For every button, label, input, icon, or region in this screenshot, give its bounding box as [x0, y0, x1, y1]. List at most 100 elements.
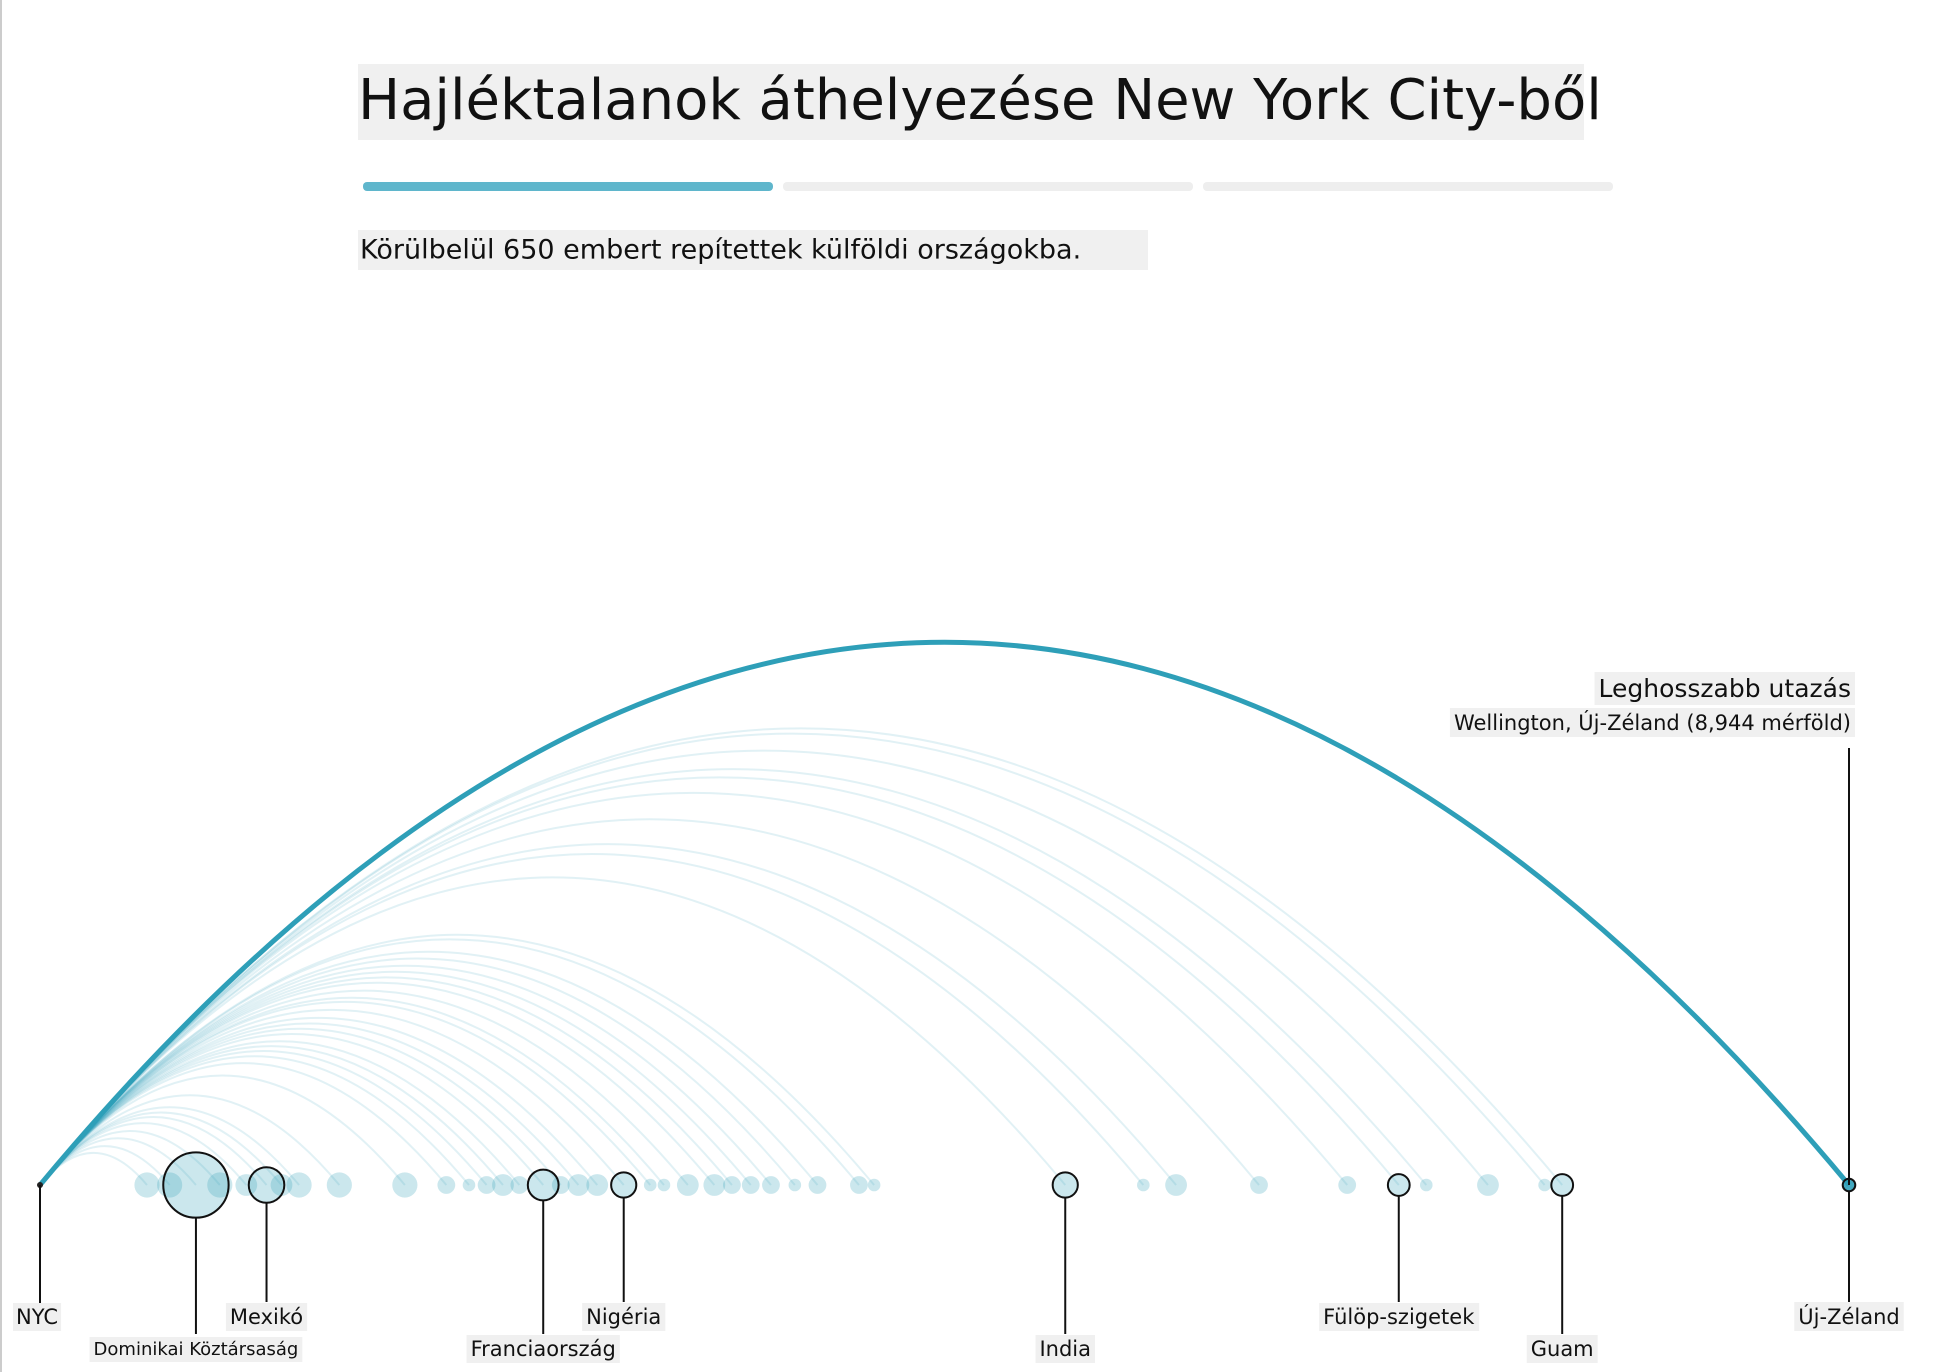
trip-arc: [39, 1040, 521, 1186]
destination-dot: [788, 1178, 802, 1192]
subtitle-background: [358, 230, 1148, 270]
trip-arc: [39, 1027, 562, 1186]
destination-dot: [1052, 1172, 1078, 1198]
destination-dot: [567, 1174, 590, 1196]
destination-dot: [286, 1172, 312, 1198]
destination-label: India: [1039, 1337, 1091, 1361]
highlight-ring: [526, 1168, 560, 1202]
origin-label: NYC: [16, 1305, 58, 1329]
annotation-title: Leghosszabb utazás: [1599, 674, 1852, 703]
trip-arc: [39, 976, 733, 1186]
destination-dot: [643, 1178, 657, 1192]
destination-dot: [248, 1167, 285, 1203]
destination-dot: [477, 1176, 496, 1194]
destination-dot: [1137, 1178, 1150, 1192]
destination-label: Új-Zéland: [1798, 1304, 1899, 1329]
trip-arc: [39, 1001, 651, 1186]
destination-dot: [723, 1176, 741, 1194]
destination-dot: [657, 1178, 671, 1192]
trip-arc: [39, 853, 1145, 1186]
trip-arc: [39, 1016, 598, 1186]
highlight-ring: [162, 1151, 230, 1219]
trip-arc: [39, 1116, 268, 1186]
label-background: [1594, 672, 1855, 705]
trip-arc: [38, 639, 1851, 1187]
destination-dot: [462, 1178, 476, 1192]
label-background: [13, 1303, 62, 1331]
trip-arc: [39, 843, 1177, 1186]
trip-arc: [39, 950, 819, 1186]
destination-label: Dominikai Köztársaság: [94, 1339, 299, 1360]
destination-dot: [510, 1176, 529, 1194]
trip-arc: [39, 732, 1546, 1186]
chart-title: Hajléktalanok áthelyezése New York City-…: [358, 68, 1602, 133]
destination-dot: [1165, 1174, 1187, 1196]
trip-arc: [39, 1106, 300, 1186]
destination-dot: [1419, 1178, 1433, 1192]
destination-dot: [611, 1172, 637, 1198]
trip-arc: [39, 964, 772, 1186]
destination-dot: [808, 1176, 827, 1194]
trip-arc: [39, 1045, 504, 1186]
trip-arc: [39, 996, 665, 1186]
step-indicator: [1203, 182, 1613, 191]
label-background: [582, 1303, 666, 1331]
destination-dot: [235, 1174, 258, 1196]
label-background: [89, 1337, 303, 1362]
trip-arc: [39, 876, 1067, 1186]
trip-arc: [39, 989, 689, 1186]
destination-dot: [1387, 1174, 1410, 1196]
trip-arc: [39, 1009, 625, 1186]
destination-dot: [1538, 1178, 1551, 1192]
label-background: [225, 1303, 308, 1331]
destination-dot: [207, 1172, 233, 1198]
label-background: [1035, 1335, 1096, 1363]
destination-dot: [1338, 1176, 1357, 1194]
destination-label: Guam: [1531, 1337, 1594, 1361]
label-background: [466, 1335, 620, 1363]
label-background: [1319, 1303, 1480, 1331]
destination-dot: [1250, 1176, 1268, 1194]
step-indicator-active: [363, 182, 773, 191]
destination-dot: [762, 1176, 780, 1194]
destination-dot: [326, 1172, 352, 1198]
destination-label: Mexikó: [230, 1305, 303, 1329]
trip-arc: [39, 1074, 406, 1186]
destination-dot: [703, 1174, 726, 1196]
trip-arc: [39, 792, 1348, 1186]
destination-label: Franciaország: [471, 1337, 616, 1361]
destination-dot: [850, 1176, 868, 1194]
label-background: [1794, 1302, 1904, 1331]
trip-arc: [39, 1111, 283, 1186]
trip-arc: [39, 1033, 544, 1186]
destination-dot: [392, 1172, 418, 1198]
label-background: [1449, 708, 1855, 737]
trip-arc: [39, 727, 1563, 1186]
trip-arc: [39, 768, 1428, 1186]
destination-dot: [270, 1174, 293, 1196]
trip-arc: [39, 1050, 488, 1186]
step-indicator: [783, 182, 1193, 191]
trip-arc: [39, 970, 752, 1186]
title-background: [358, 64, 1584, 140]
trip-arc: [39, 938, 860, 1186]
destination-label: Fülöp-szigetek: [1323, 1305, 1475, 1329]
trip-arc: [39, 1022, 580, 1186]
trip-arc: [39, 1055, 470, 1186]
trip-arc: [39, 1094, 341, 1186]
destination-label: Nigéria: [586, 1305, 661, 1329]
destination-dot: [676, 1174, 699, 1196]
trip-arc: [39, 981, 716, 1186]
trip-arc: [39, 957, 796, 1186]
trip-arc: [39, 749, 1489, 1186]
destination-dot: [437, 1176, 456, 1194]
destination-dot: [741, 1176, 760, 1194]
destination-dot: [1477, 1174, 1499, 1196]
destination-dot: [867, 1178, 881, 1192]
destination-dot: [134, 1172, 160, 1198]
destination-dot: [492, 1174, 514, 1196]
chart-subtitle: Körülbelül 650 embert repítettek külföld…: [360, 235, 1081, 266]
label-background: [1526, 1335, 1598, 1363]
